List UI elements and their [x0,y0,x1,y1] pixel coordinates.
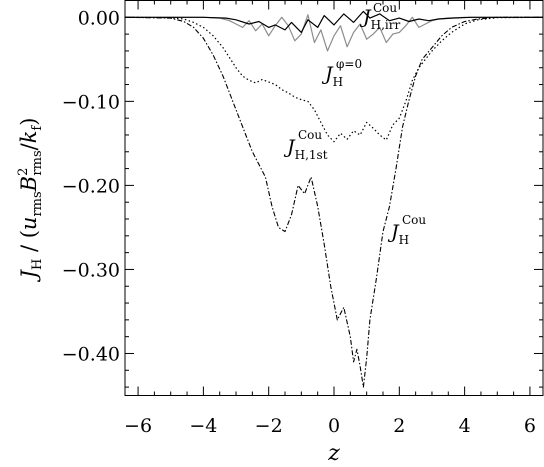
x-tick-label: 6 [524,415,536,437]
y-tick-label: −0.20 [62,175,120,197]
annotation-jh-1st-sup: Cou [298,128,322,142]
x-tick-label: 4 [459,415,471,437]
x-tick-label: 2 [393,415,405,437]
series-layer [124,10,544,388]
tick-layer: −6 −4 −2 0 2 4 6 0.00 −0.10 −0.20 −0.30 −0.40 [62,0,543,437]
x-axis-label: z [327,441,340,466]
x-tick-label: −6 [124,415,152,437]
series-line-1 [125,14,543,52]
y-tick-label: −0.10 [62,91,120,113]
annotation-jh-cou-sup: Cou [402,213,426,227]
svg-text:JH / (urmsB2rms/kf): JH / (urmsB2rms/kf) [16,118,45,283]
y-tick-label: 0.00 [78,7,120,29]
y-tick-label: −0.30 [62,259,120,281]
annotation-jh-irr-sup: Cou [373,1,397,15]
annotation-jh-phi0-sup: φ=0 [336,57,362,71]
y-tick-label: −0.40 [62,343,120,365]
x-tick-label: −4 [189,415,217,437]
series-line-0 [125,10,543,34]
annotation-jh-1st: JH,1st [283,136,328,162]
annotation-jh-irr: JH,irr [359,6,400,32]
annotation-jh-cou: JH [387,221,409,247]
series-line-3 [124,16,543,388]
x-tick-label: −2 [255,415,283,437]
series-line-2 [124,16,544,143]
y-axis-label: JH / (urmsB2rms/kf) [16,118,45,283]
x-tick-label: 0 [328,415,340,437]
annotation-jh-phi0: JH [321,63,343,89]
